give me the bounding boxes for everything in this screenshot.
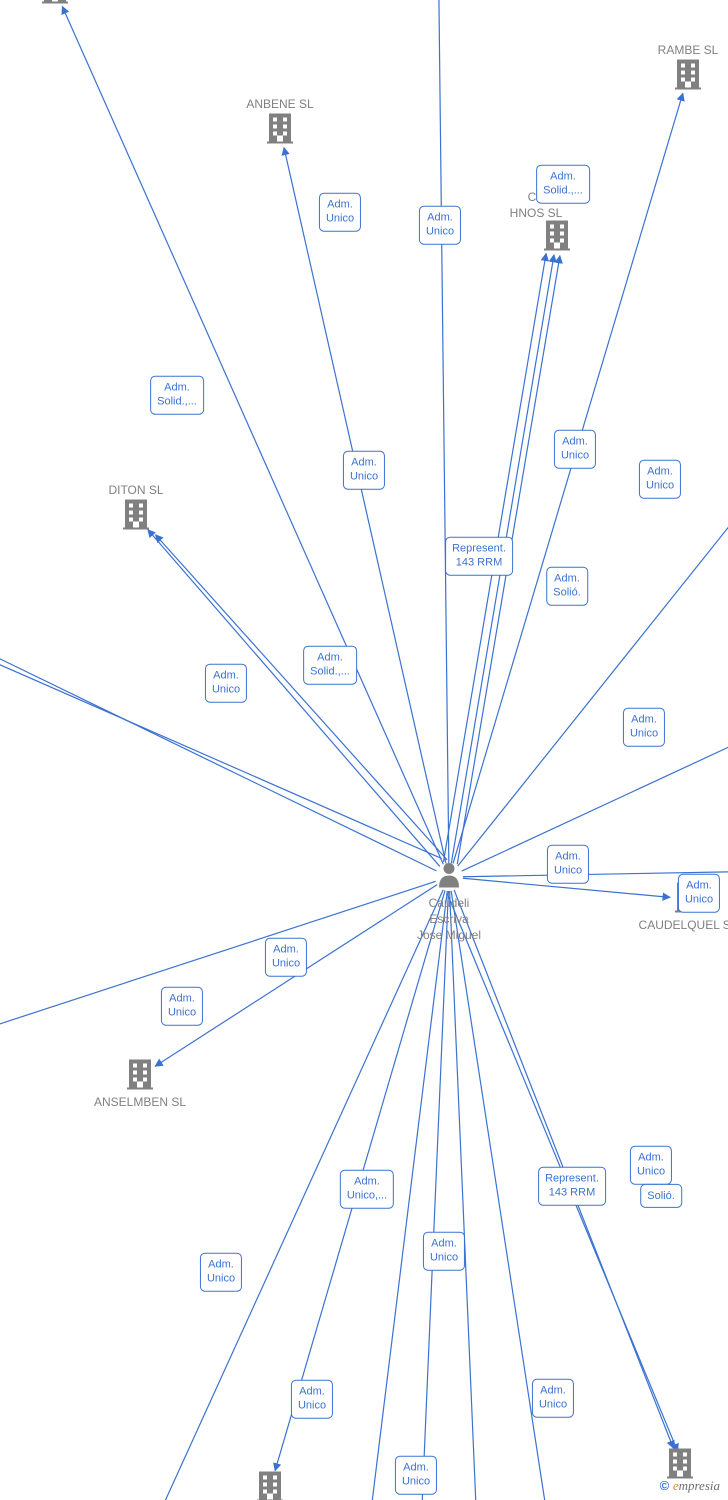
edge-label: Adm. Unico — [423, 1232, 465, 1271]
brand-rest: mpresia — [679, 1478, 720, 1493]
network-canvas — [0, 0, 728, 1500]
edge-label: Adm. Unico — [200, 1253, 242, 1292]
edge — [284, 148, 446, 864]
edge-label: Adm. Unico — [265, 938, 307, 977]
edge — [462, 700, 728, 871]
company-label: CAUDELQUEL SL — [639, 917, 728, 933]
edge-label: Adm. Unico — [532, 1379, 574, 1418]
copyright: © empresia — [660, 1478, 720, 1494]
person-node[interactable] — [437, 862, 461, 893]
edge-label: Adm. Unico — [343, 451, 385, 490]
copyright-symbol: © — [660, 1478, 670, 1493]
company-node[interactable] — [40, 0, 70, 9]
company-label: ANBENE SL — [246, 96, 313, 112]
edge-label: Adm. Unico — [678, 874, 720, 913]
company-label: DITON SL — [108, 482, 163, 498]
edge-label: Solió. — [640, 1184, 682, 1208]
person-label: Caudeli Escriva Jose Miguel — [417, 895, 481, 944]
edge — [0, 881, 436, 1050]
edge-label: Adm. Unico — [319, 193, 361, 232]
edge-label: Represent. 143 RRM — [445, 537, 513, 576]
edge-label: Adm. Unico — [623, 708, 665, 747]
company-node[interactable] — [673, 58, 703, 95]
edge — [62, 6, 443, 864]
edge-label: Adm. Unico — [554, 430, 596, 469]
edge — [418, 891, 448, 1500]
edge-label: Adm. Unico,... — [340, 1170, 394, 1209]
edge-label: Adm. Unico — [630, 1146, 672, 1185]
edge-label: Adm. Unico — [161, 987, 203, 1026]
edge-label: Adm. Unico — [419, 206, 461, 245]
company-node[interactable] — [121, 498, 151, 535]
company-node[interactable] — [125, 1058, 155, 1095]
edge — [155, 535, 447, 860]
edge-label: Adm. Unico — [395, 1456, 437, 1495]
edge-label: Adm. Solid.,... — [303, 646, 357, 685]
edge-label: Adm. Unico — [639, 460, 681, 499]
edge-label: Adm. Unico — [547, 845, 589, 884]
edge-label: Adm. Unico — [291, 1380, 333, 1419]
edge-label: Adm. Unico — [205, 664, 247, 703]
company-node[interactable] — [255, 1470, 285, 1500]
edge-label: Adm. Solió. — [546, 567, 588, 606]
edge — [0, 620, 436, 871]
company-label: ANSELMBEN SL — [94, 1094, 186, 1110]
company-node[interactable] — [542, 219, 572, 256]
edge-label: Represent. 143 RRM — [538, 1167, 606, 1206]
company-label: RAMBE SL — [658, 42, 719, 58]
company-node[interactable] — [265, 112, 295, 149]
edge — [120, 890, 443, 1500]
edge — [148, 530, 440, 867]
edge — [458, 400, 728, 866]
edge — [438, 0, 449, 863]
edge-label: Adm. Solid.,... — [150, 376, 204, 415]
edge-label: Adm. Solid.,... — [536, 165, 590, 204]
